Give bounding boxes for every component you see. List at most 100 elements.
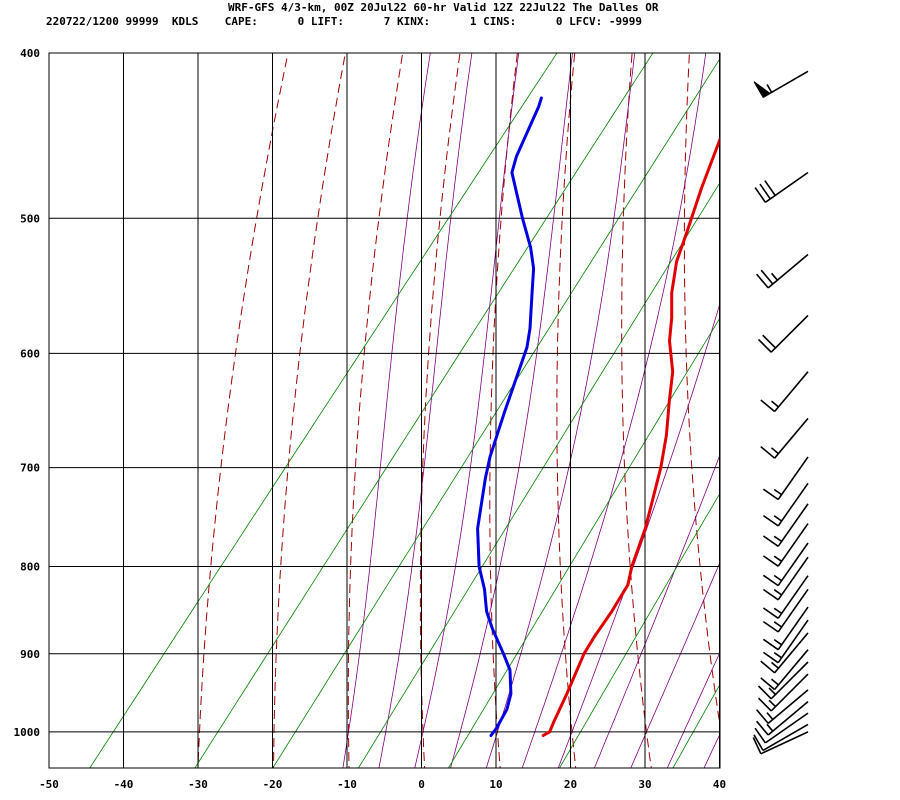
wind-barb <box>762 503 809 547</box>
moist-adiabat <box>414 53 520 768</box>
y-tick-label: 500 <box>20 212 40 225</box>
wind-barb <box>753 723 809 752</box>
wind-barb <box>760 371 809 413</box>
grid <box>48 52 720 768</box>
wind-barb <box>755 700 809 736</box>
x-axis-ticks: -50 -40 -30 -20 -10 0 10 20 30 40 <box>39 778 726 791</box>
profiles <box>476 96 720 737</box>
barb-half-feather <box>773 651 783 659</box>
wind-barb <box>754 171 809 203</box>
barb-half-feather <box>768 699 777 708</box>
barb-half-feather <box>770 447 779 455</box>
barb-half-feather <box>773 515 783 522</box>
barb-staff <box>777 556 809 601</box>
barb-staff <box>764 171 809 203</box>
barb-full-feather <box>752 737 762 755</box>
y-tick-label: 900 <box>20 648 40 661</box>
barb-full-feather <box>762 620 779 633</box>
barb-half-feather <box>770 400 779 408</box>
barb-staff <box>777 482 809 527</box>
wind-barb <box>760 632 809 674</box>
moist-adiabat <box>593 453 720 768</box>
barb-full-feather <box>762 514 779 527</box>
wind-barb <box>752 731 809 755</box>
wind-barb <box>755 253 809 289</box>
barb-staff <box>777 503 809 547</box>
barb-full-feather <box>755 273 769 289</box>
barb-full-feather <box>760 677 776 691</box>
barb-half-feather <box>768 687 777 696</box>
barb-full-feather <box>759 183 771 200</box>
plot-frame <box>48 52 721 769</box>
barb-half-feather <box>766 723 774 732</box>
barb-staff <box>770 661 809 700</box>
barb-staff <box>770 314 809 353</box>
barb-half-feather <box>770 678 779 686</box>
barb-staff <box>764 712 809 744</box>
barb-full-feather <box>762 535 779 547</box>
barb-staff <box>777 542 809 587</box>
moist-adiabat <box>666 651 720 768</box>
barb-full-feather <box>757 338 772 353</box>
x-tick-label: 10 <box>489 778 502 791</box>
barb-full-feather <box>760 399 776 413</box>
barb-half-feather <box>773 488 783 496</box>
x-tick-label: -50 <box>39 778 59 791</box>
y-axis-ticks: 400 500 600 700 800 900 1000 <box>14 47 41 739</box>
barb-staff <box>777 588 809 633</box>
moist-adiabat <box>450 53 573 768</box>
barb-full-feather <box>757 697 772 712</box>
barb-full-feather <box>754 187 767 203</box>
barb-staff <box>777 606 809 651</box>
x-tick-label: 20 <box>564 778 577 791</box>
wind-barb <box>762 619 809 664</box>
mixing-ratio-line <box>559 492 720 768</box>
dewpoint-profile <box>476 96 543 737</box>
barb-full-feather <box>754 727 767 744</box>
wind-barb <box>760 417 809 459</box>
moist-adiabat <box>557 301 720 768</box>
x-tick-label: 0 <box>418 778 425 791</box>
barb-half-feather <box>770 661 779 669</box>
barb-staff <box>760 731 809 755</box>
mixing-ratio-line <box>194 53 654 768</box>
barb-full-feather <box>762 607 779 619</box>
y-tick-label: 400 <box>20 47 40 60</box>
y-tick-label: 800 <box>20 561 40 574</box>
chart-header: WRF-GFS 4/3-km, 00Z 20Jul22 60-hr Valid … <box>0 0 900 40</box>
dry-adiabat <box>347 53 404 768</box>
mixing-ratio-line <box>89 53 558 768</box>
barb-half-feather <box>773 535 783 543</box>
barb-half-feather <box>773 589 783 596</box>
barb-half-feather <box>773 621 783 628</box>
y-tick-label: 600 <box>20 347 40 360</box>
barb-staff <box>762 723 809 752</box>
barb-full-feather <box>760 269 774 285</box>
wind-barb <box>754 712 809 744</box>
barb-full-feather <box>760 660 776 674</box>
wind-barb <box>762 556 809 601</box>
barb-full-feather <box>762 555 779 567</box>
barb-full-feather <box>764 180 776 196</box>
mixing-ratio-line <box>672 683 720 768</box>
dry-adiabat <box>556 53 577 768</box>
dry-adiabat <box>489 53 518 768</box>
barb-staff <box>773 371 809 413</box>
wind-barb <box>762 542 809 587</box>
barb-half-feather <box>773 638 783 646</box>
barb-full-feather <box>753 734 764 751</box>
barb-staff <box>773 417 809 459</box>
dry-adiabat <box>197 53 289 768</box>
wind-barb <box>753 70 809 98</box>
barb-full-feather <box>755 720 769 736</box>
wind-barb <box>762 456 809 501</box>
dry-adiabat <box>273 53 346 768</box>
wind-barb <box>762 523 809 567</box>
moist-adiabat <box>630 561 720 768</box>
x-tick-label: -30 <box>188 778 208 791</box>
barb-staff <box>773 649 809 691</box>
wind-barb <box>762 575 809 619</box>
x-tick-label: 30 <box>638 778 651 791</box>
barb-full-feather <box>762 588 779 601</box>
